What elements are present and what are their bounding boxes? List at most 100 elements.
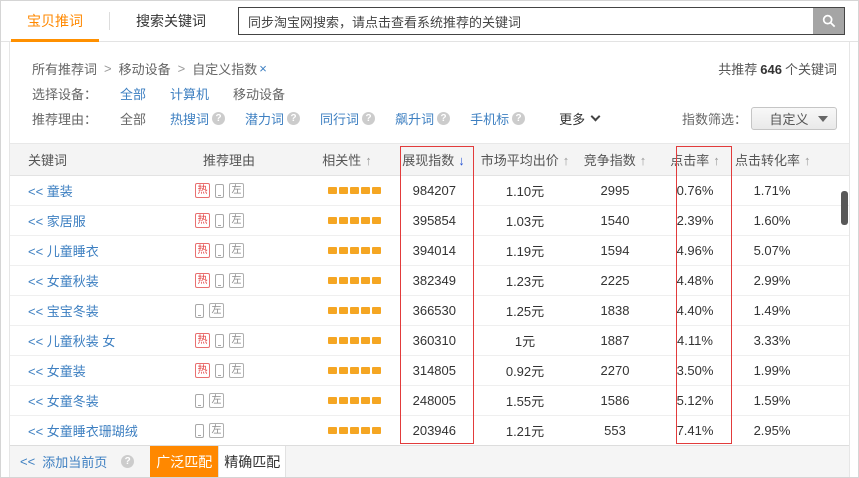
keyword-link[interactable]: << 女童装 [28,364,86,379]
sort-arrow-icon[interactable]: ↓ [458,153,465,168]
exact-match-button[interactable]: 精确匹配 [218,446,287,477]
search-button[interactable] [813,8,844,34]
relevance-cell [302,367,392,374]
sort-arrow-icon[interactable]: ↑ [365,153,372,168]
column-label: 市场平均出价 [480,153,559,168]
competition-value: 1887 [600,333,630,348]
breadcrumb-separator: > [104,60,112,76]
relevance-bar [361,337,370,344]
relevance-bar [339,187,348,194]
keyword-link[interactable]: << 童装 [28,184,73,199]
sort-arrow-icon[interactable]: ↑ [804,153,811,168]
device-filter-label: 选择设备： [32,87,98,102]
keyword-link[interactable]: << 女童秋装 [28,274,99,289]
relevance-cell [302,397,392,404]
reason-badges-cell: 热左 [195,273,302,288]
sort-arrow-icon[interactable]: ↑ [639,153,647,168]
column-header-5[interactable]: 竞争指数 ↑ [575,150,655,169]
relevance-bar [350,277,359,284]
reason-badges-cell: 左 [195,393,302,408]
index-filter-dropdown[interactable]: 自定义 [751,107,837,130]
keyword-link[interactable]: << 女童冬装 [28,394,99,409]
help-icon[interactable] [512,112,526,125]
reason-badges-cell: 热左 [195,333,302,348]
keyword-link[interactable]: << 儿童秋装 女 [28,334,116,349]
add-current-page-link[interactable]: << 添加当前页 [10,446,107,477]
sort-arrow-icon[interactable]: ↑ [562,153,570,168]
keyword-cell: << 女童睡衣珊瑚绒 [20,421,195,440]
relevance-cell [302,247,392,254]
keyword-link[interactable]: << 女童睡衣珊瑚绒 [28,424,138,439]
left-position-badge: 左 [229,333,244,348]
breadcrumb-mobile-device[interactable]: 移动设备 [118,61,171,77]
relevance-bar [372,367,381,374]
cvr-value: 1.60% [753,213,791,228]
device-option-mobile[interactable]: 移动设备 [233,87,286,102]
summary-prefix: 共推荐 [718,61,758,77]
reason-option-all[interactable]: 全部 [120,112,147,127]
cvr-value: 1.71% [753,183,791,198]
reason-badges-cell: 热左 [195,243,302,258]
column-label: 点击转化率 [735,153,801,168]
left-position-badge: 左 [209,393,224,408]
more-filters-button[interactable]: 更多 [559,109,601,128]
help-icon[interactable] [437,112,451,125]
cvr-value: 1.59% [753,393,791,408]
reason-option-potential[interactable]: 潜力词 [245,109,301,128]
keyword-link[interactable]: << 儿童睡衣 [28,244,99,259]
help-icon[interactable] [121,455,135,468]
mobile-device-icon [215,363,224,378]
column-header-6[interactable]: 点击率 ↑ [655,150,735,169]
broad-match-button[interactable]: 广泛匹配 [150,446,219,477]
relevance-bar [361,277,370,284]
reason-filter-row: 推荐理由： 全部 热搜词 潜力词 同行词 飙升词 手机标 更多 [10,106,849,131]
remove-filter-icon[interactable]: × [259,60,267,76]
relevance-bar [328,277,337,284]
vertical-scrollbar-thumb[interactable] [841,191,848,225]
table-row: << 女童冬装 左 248005 1.55元 1586 5.12% 1.59% [10,386,849,416]
column-header-2[interactable]: 相关性 ↑ [302,150,392,169]
reason-option-rising[interactable]: 飙升词 [395,109,451,128]
device-option-pc[interactable]: 计算机 [170,87,210,102]
column-header-4[interactable]: 市场平均出价 ↑ [475,150,575,169]
relevance-bar [361,217,370,224]
help-icon[interactable] [212,112,226,125]
column-header-7[interactable]: 点击转化率 ↑ [735,150,825,169]
relevance-cell [302,337,392,344]
reason-option-hot-search[interactable]: 热搜词 [170,109,226,128]
ctr-value: 7.41% [676,423,714,438]
impressions-value: 248005 [412,393,456,408]
relevance-bar [361,307,370,314]
device-option-all[interactable]: 全部 [120,87,147,102]
column-header-1: 推荐理由 [195,150,302,169]
relevance-cell [302,217,392,224]
column-label: 相关性 [322,153,362,168]
keyword-link[interactable]: << 宝宝冬装 [28,304,99,319]
impressions-value: 984207 [412,183,456,198]
tab-label: 搜索关键词 [136,13,206,29]
help-icon[interactable] [362,112,376,125]
reason-option-peer[interactable]: 同行词 [320,109,376,128]
relevance-bar [361,397,370,404]
reason-option-label: 飙升词 [395,112,435,127]
table-row: << 女童装 热左 314805 0.92元 2270 3.50% 1.99% [10,356,849,386]
help-icon[interactable] [287,112,301,125]
relevance-bar [339,367,348,374]
keyword-cell: << 童装 [20,181,195,200]
summary-count: 646 [760,61,782,77]
search-input[interactable] [239,8,813,34]
add-link-label: 添加当前页 [42,455,108,470]
column-header-3[interactable]: 展现指数 ↓ [392,150,475,169]
reason-option-mobile-tag[interactable]: 手机标 [470,109,526,128]
mobile-device-icon [195,303,204,318]
avg-price-value: 1.55元 [505,394,545,409]
reason-option-label: 热搜词 [170,112,210,127]
tab-item-promote[interactable]: 宝贝推词 [1,1,109,42]
relevance-bar [350,187,359,194]
keyword-link[interactable]: << 家居服 [28,214,86,229]
sort-arrow-icon[interactable]: ↑ [713,153,720,168]
breadcrumb-all-keywords[interactable]: 所有推荐词 [32,61,98,77]
breadcrumb-custom-index[interactable]: 自定义指数 [192,61,258,77]
tab-search-keywords[interactable]: 搜索关键词 [110,1,232,42]
